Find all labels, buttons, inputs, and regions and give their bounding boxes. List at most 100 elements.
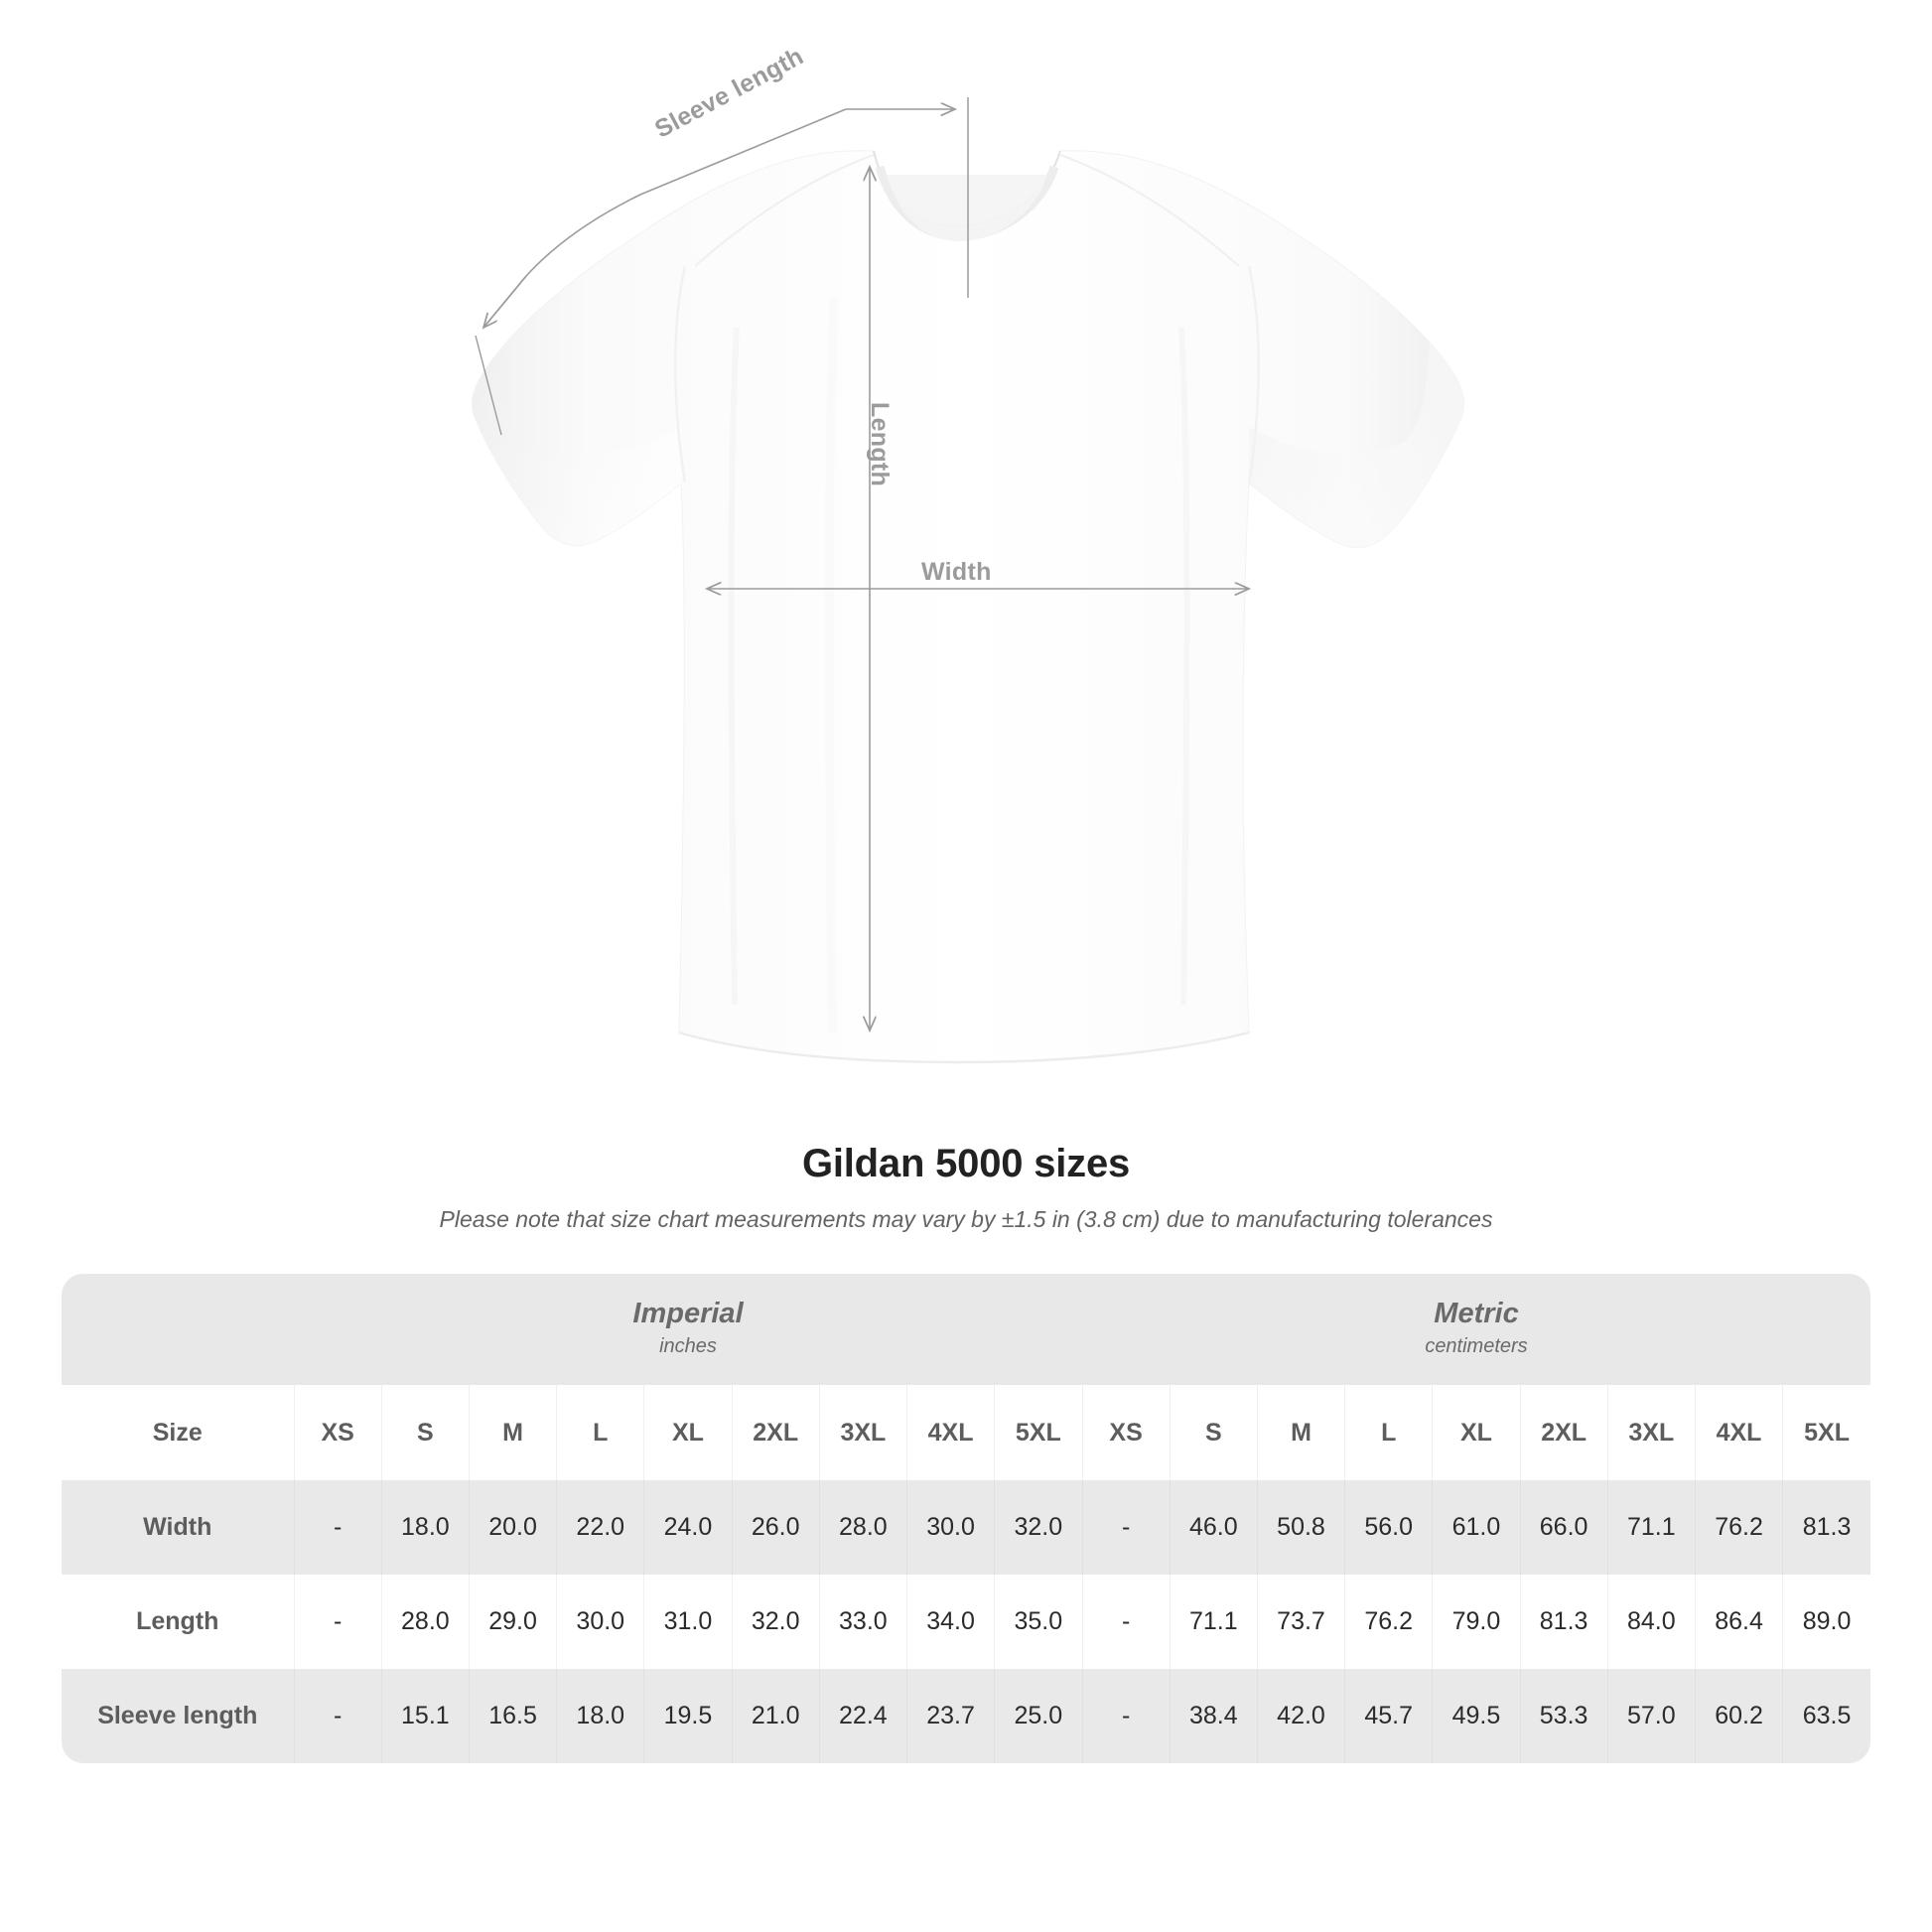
unit-sub-metric: centimeters xyxy=(1425,1334,1528,1357)
cell-sleeve-imperial-m: 16.5 xyxy=(469,1669,558,1763)
size-header-imperial-2xl: 2XL xyxy=(732,1385,820,1480)
cell-length-metric-m: 73.7 xyxy=(1257,1575,1346,1669)
cell-length-metric-xl: 79.0 xyxy=(1432,1575,1521,1669)
unit-name-imperial: Imperial xyxy=(632,1298,744,1330)
size-header-metric-3xl: 3XL xyxy=(1607,1385,1696,1480)
cell-width-metric-xl: 61.0 xyxy=(1432,1480,1521,1575)
cell-length-imperial-s: 28.0 xyxy=(381,1575,470,1669)
size-header-metric-4xl: 4XL xyxy=(1695,1385,1784,1480)
size-header-imperial-xl: XL xyxy=(643,1385,733,1480)
cell-sleeve-imperial-xl: 19.5 xyxy=(643,1669,733,1763)
tshirt-illustration xyxy=(471,97,1465,1064)
cell-length-imperial-3xl: 33.0 xyxy=(819,1575,907,1669)
cell-sleeve-metric-3xl: 57.0 xyxy=(1607,1669,1696,1763)
cell-width-metric-s: 46.0 xyxy=(1170,1480,1258,1575)
unit-banner-row: Imperial inches Metric centimeters xyxy=(62,1274,1870,1385)
cell-length-imperial-l: 30.0 xyxy=(556,1575,645,1669)
unit-group-imperial: Imperial inches xyxy=(294,1274,1082,1385)
width-label: Width xyxy=(921,558,992,586)
cell-sleeve-imperial-s: 15.1 xyxy=(381,1669,470,1763)
size-header-imperial-l: L xyxy=(556,1385,645,1480)
cell-sleeve-metric-xs: - xyxy=(1082,1669,1171,1763)
cell-sleeve-metric-s: 38.4 xyxy=(1170,1669,1258,1763)
cell-sleeve-imperial-xs: - xyxy=(294,1669,382,1763)
cell-length-imperial-4xl: 34.0 xyxy=(906,1575,996,1669)
cell-width-metric-m: 50.8 xyxy=(1257,1480,1346,1575)
cell-width-metric-5xl: 81.3 xyxy=(1782,1480,1870,1575)
cell-width-imperial-m: 20.0 xyxy=(469,1480,558,1575)
cell-sleeve-imperial-l: 18.0 xyxy=(556,1669,645,1763)
cell-length-imperial-xl: 31.0 xyxy=(643,1575,733,1669)
size-header-imperial-5xl: 5XL xyxy=(994,1385,1083,1480)
cell-width-imperial-s: 18.0 xyxy=(381,1480,470,1575)
cell-width-imperial-4xl: 30.0 xyxy=(906,1480,996,1575)
tshirt-shape xyxy=(471,150,1465,1064)
cell-length-metric-5xl: 89.0 xyxy=(1782,1575,1870,1669)
row-label-sleeve-length: Sleeve length xyxy=(62,1669,295,1763)
cell-width-imperial-l: 22.0 xyxy=(556,1480,645,1575)
title-block: Gildan 5000 sizes Please note that size … xyxy=(0,1142,1932,1233)
sleeve-diagonal-line xyxy=(483,108,847,329)
cell-sleeve-metric-5xl: 63.5 xyxy=(1782,1669,1870,1763)
size-header-metric-xs: XS xyxy=(1081,1385,1171,1480)
row-label-length: Length xyxy=(62,1575,295,1669)
size-chart-table-wrapper: Imperial inches Metric centimeters Size … xyxy=(62,1274,1870,1763)
cell-length-imperial-m: 29.0 xyxy=(469,1575,558,1669)
cell-length-imperial-5xl: 35.0 xyxy=(994,1575,1083,1669)
unit-sub-imperial: inches xyxy=(659,1334,717,1357)
length-label: Length xyxy=(866,402,894,487)
table-row: Width - 18.0 20.0 22.0 24.0 26.0 28.0 30… xyxy=(62,1480,1870,1575)
cell-width-metric-3xl: 71.1 xyxy=(1607,1480,1696,1575)
size-header-imperial-3xl: 3XL xyxy=(819,1385,907,1480)
cell-width-imperial-xs: - xyxy=(294,1480,382,1575)
cell-length-metric-l: 76.2 xyxy=(1344,1575,1434,1669)
size-header-metric-l: L xyxy=(1344,1385,1434,1480)
tshirt-diagram: Sleeve length Length Width xyxy=(471,42,1465,1064)
cell-length-metric-3xl: 84.0 xyxy=(1607,1575,1696,1669)
cell-width-imperial-xl: 24.0 xyxy=(643,1480,733,1575)
cell-sleeve-metric-xl: 49.5 xyxy=(1432,1669,1521,1763)
cell-sleeve-metric-4xl: 60.2 xyxy=(1695,1669,1784,1763)
sleeve-arrow-end xyxy=(483,275,527,328)
cell-sleeve-imperial-3xl: 22.4 xyxy=(819,1669,907,1763)
sleeve-extension-tick-2 xyxy=(475,335,502,436)
cell-sleeve-imperial-2xl: 21.0 xyxy=(732,1669,820,1763)
size-header-metric-xl: XL xyxy=(1432,1385,1521,1480)
cell-length-metric-xs: - xyxy=(1082,1575,1171,1669)
size-header-imperial-s: S xyxy=(381,1385,470,1480)
table-row: Length - 28.0 29.0 30.0 31.0 32.0 33.0 3… xyxy=(62,1575,1870,1669)
cell-sleeve-metric-m: 42.0 xyxy=(1257,1669,1346,1763)
cell-width-imperial-2xl: 26.0 xyxy=(732,1480,820,1575)
cell-length-imperial-2xl: 32.0 xyxy=(732,1575,820,1669)
cell-width-metric-l: 56.0 xyxy=(1344,1480,1434,1575)
size-header-metric-s: S xyxy=(1170,1385,1258,1480)
size-header-metric-5xl: 5XL xyxy=(1782,1385,1870,1480)
size-header-metric-2xl: 2XL xyxy=(1520,1385,1608,1480)
cell-length-metric-2xl: 81.3 xyxy=(1520,1575,1608,1669)
row-label-width: Width xyxy=(62,1480,295,1575)
cell-width-imperial-3xl: 28.0 xyxy=(819,1480,907,1575)
cell-sleeve-metric-2xl: 53.3 xyxy=(1520,1669,1608,1763)
size-header-row: Size XS S M L XL 2XL 3XL 4XL 5XL XS S M … xyxy=(62,1385,1870,1480)
cell-sleeve-imperial-4xl: 23.7 xyxy=(906,1669,996,1763)
size-chart-table: Imperial inches Metric centimeters Size … xyxy=(62,1274,1870,1763)
table-row: Sleeve length - 15.1 16.5 18.0 19.5 21.0… xyxy=(62,1669,1870,1763)
size-header-metric-m: M xyxy=(1257,1385,1346,1480)
size-header-imperial-m: M xyxy=(469,1385,558,1480)
measurement-lines xyxy=(475,97,1249,1031)
size-header-imperial-4xl: 4XL xyxy=(906,1385,996,1480)
cell-length-imperial-xs: - xyxy=(294,1575,382,1669)
unit-banner-spacer xyxy=(62,1274,295,1385)
cell-width-metric-4xl: 76.2 xyxy=(1695,1480,1784,1575)
cell-width-metric-xs: - xyxy=(1082,1480,1171,1575)
tolerance-note: Please note that size chart measurements… xyxy=(439,1206,1493,1232)
unit-group-metric: Metric centimeters xyxy=(1082,1274,1870,1385)
column-header-size: Size xyxy=(62,1385,295,1480)
page-title: Gildan 5000 sizes xyxy=(801,1142,1131,1185)
cell-width-metric-2xl: 66.0 xyxy=(1520,1480,1608,1575)
unit-name-metric: Metric xyxy=(1434,1298,1519,1330)
cell-width-imperial-5xl: 32.0 xyxy=(994,1480,1083,1575)
cell-sleeve-imperial-5xl: 25.0 xyxy=(994,1669,1083,1763)
size-header-imperial-xs: XS xyxy=(293,1385,382,1480)
